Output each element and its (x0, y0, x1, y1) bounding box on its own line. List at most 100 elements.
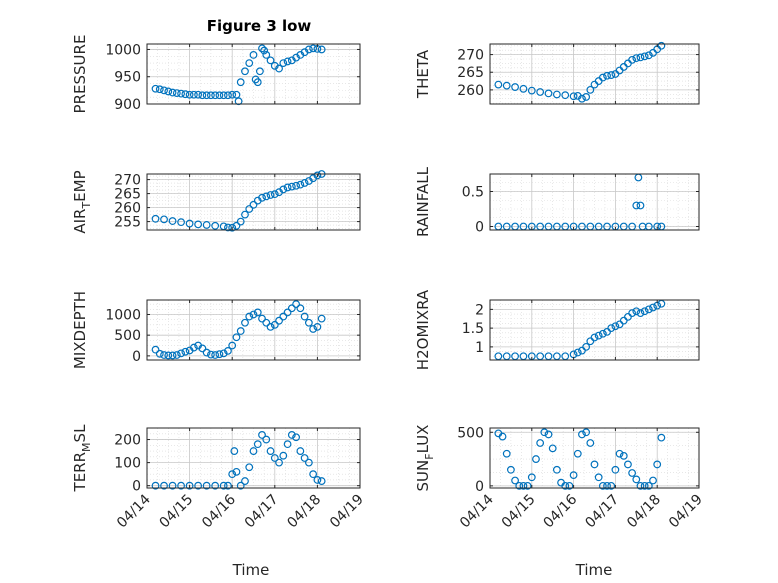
data-point (262, 318, 271, 327)
data-point (649, 303, 657, 312)
data-point (540, 428, 549, 437)
data-point (177, 218, 185, 227)
data-point (640, 481, 649, 490)
y-axis-label: SUNFLUX (414, 425, 436, 492)
data-point (211, 91, 220, 100)
data-point (266, 191, 275, 199)
data-point (300, 179, 309, 187)
data-point (151, 481, 160, 490)
axes-box (489, 173, 700, 231)
data-point (644, 51, 653, 60)
data-point (236, 327, 245, 335)
y-tick-label: 0 (475, 220, 484, 236)
data-point (582, 342, 591, 351)
data-point (198, 344, 207, 353)
data-point (194, 481, 203, 490)
data-point (657, 41, 666, 50)
data-point (598, 329, 607, 338)
axes-box (489, 427, 700, 489)
y-axis-label: MIXDEPTH (71, 291, 89, 369)
data-point (270, 320, 279, 329)
y-tick-label: 0 (475, 479, 484, 495)
figure-title: Figure 3 low (207, 17, 312, 35)
data-point (172, 351, 181, 359)
data-point (640, 52, 649, 61)
data-point (309, 44, 318, 53)
data-point (236, 78, 245, 87)
y-tick-label: 265 (457, 65, 484, 81)
data-point (224, 481, 232, 490)
data-point (160, 481, 168, 490)
data-point (502, 449, 511, 458)
axes-box (489, 43, 700, 105)
data-point (279, 59, 288, 67)
y-tick-label: 255 (114, 215, 141, 231)
y-tick-label: 950 (114, 70, 141, 86)
data-point (636, 481, 645, 490)
data-point (155, 85, 164, 94)
data-point (260, 46, 269, 55)
data-point (317, 45, 326, 54)
y-axis-label: THETA (414, 49, 432, 99)
data-point (578, 94, 586, 103)
data-point (536, 88, 545, 96)
data-point (594, 473, 603, 482)
data-point (611, 465, 620, 474)
data-point (313, 476, 322, 484)
data-point (527, 86, 536, 95)
x-axis-label-right: Time (575, 561, 613, 579)
data-point (611, 322, 620, 331)
data-point (313, 322, 322, 331)
data-point (185, 90, 194, 99)
data-point (168, 351, 177, 360)
data-point (507, 465, 515, 474)
data-point (287, 182, 296, 191)
axes-box (489, 299, 700, 361)
data-point (561, 481, 570, 490)
y-tick-label: 260 (114, 201, 141, 217)
data-point (519, 84, 528, 93)
data-point (253, 440, 262, 449)
data-point (569, 471, 578, 480)
data-point (636, 53, 645, 62)
data-point (219, 349, 228, 358)
data-point (494, 80, 503, 89)
data-point (202, 481, 211, 490)
axes-box (146, 43, 361, 105)
data-point (232, 221, 241, 230)
y-tick-label: 100 (114, 456, 141, 472)
data-point (283, 183, 292, 192)
data-point (615, 449, 624, 458)
data-point (603, 481, 611, 490)
data-point (632, 201, 641, 210)
data-point (511, 476, 519, 485)
data-point (262, 435, 271, 444)
data-point (561, 91, 570, 100)
data-point (552, 465, 561, 474)
y-tick-label: 270 (457, 48, 484, 64)
data-point (544, 430, 553, 439)
data-point (258, 44, 266, 53)
data-point (234, 97, 243, 106)
data-point (649, 476, 657, 485)
data-point (228, 341, 237, 350)
data-point (249, 51, 258, 59)
y-axis-label: H2OMIXRA (414, 289, 432, 370)
data-point (202, 221, 211, 229)
data-point (498, 432, 507, 441)
data-point (292, 433, 301, 442)
data-point (317, 314, 326, 323)
data-point (266, 56, 275, 65)
data-point (519, 481, 528, 490)
data-point (164, 87, 173, 96)
data-point (511, 83, 519, 91)
data-point (304, 45, 313, 54)
data-point (211, 351, 220, 359)
data-point (164, 351, 173, 360)
data-point (275, 64, 283, 73)
data-point (215, 91, 224, 100)
data-point (644, 481, 653, 490)
data-point (177, 349, 185, 358)
data-point (594, 331, 603, 340)
